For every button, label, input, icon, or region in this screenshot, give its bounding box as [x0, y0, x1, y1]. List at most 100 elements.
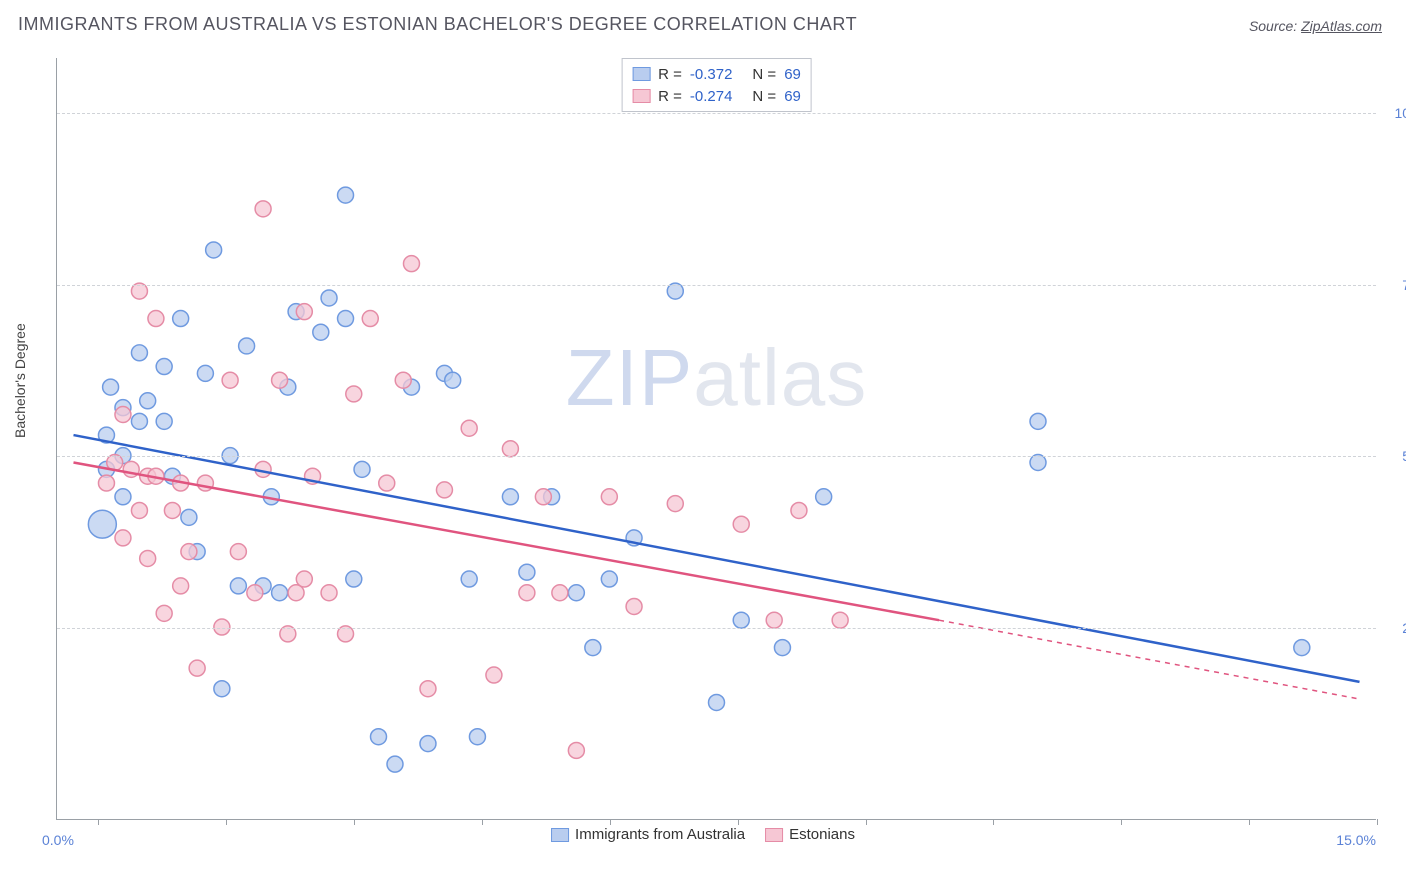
data-point[interactable] — [816, 489, 832, 505]
chart-container: IMMIGRANTS FROM AUSTRALIA VS ESTONIAN BA… — [0, 0, 1406, 892]
data-point[interactable] — [173, 578, 189, 594]
data-point[interactable] — [296, 304, 312, 320]
data-point[interactable] — [395, 372, 411, 388]
data-point[interactable] — [131, 413, 147, 429]
data-point[interactable] — [445, 372, 461, 388]
legend-n-value: 69 — [784, 66, 801, 83]
data-point[interactable] — [247, 585, 263, 601]
data-point[interactable] — [733, 612, 749, 628]
legend-r-label: R = — [658, 66, 682, 83]
legend-swatch — [632, 67, 650, 81]
data-point[interactable] — [601, 489, 617, 505]
data-point[interactable] — [371, 729, 387, 745]
legend-r-label: R = — [658, 88, 682, 105]
data-point[interactable] — [131, 345, 147, 361]
data-point[interactable] — [667, 496, 683, 512]
x-tick-mark — [866, 819, 867, 825]
data-point[interactable] — [255, 201, 271, 217]
data-point[interactable] — [230, 544, 246, 560]
data-point[interactable] — [535, 489, 551, 505]
data-point[interactable] — [346, 571, 362, 587]
data-point[interactable] — [164, 502, 180, 518]
data-point[interactable] — [436, 482, 452, 498]
data-point[interactable] — [140, 393, 156, 409]
y-tick-label: 25.0% — [1402, 620, 1406, 636]
data-point[interactable] — [321, 585, 337, 601]
y-tick-label: 50.0% — [1402, 448, 1406, 464]
source-link[interactable]: ZipAtlas.com — [1301, 18, 1382, 34]
data-point[interactable] — [140, 550, 156, 566]
data-point[interactable] — [568, 742, 584, 758]
data-point[interactable] — [131, 502, 147, 518]
data-point[interactable] — [832, 612, 848, 628]
legend-n-label: N = — [752, 66, 776, 83]
data-point[interactable] — [346, 386, 362, 402]
data-point[interactable] — [354, 461, 370, 477]
data-point[interactable] — [173, 311, 189, 327]
data-point[interactable] — [115, 530, 131, 546]
data-point[interactable] — [486, 667, 502, 683]
data-point[interactable] — [98, 475, 114, 491]
data-point[interactable] — [733, 516, 749, 532]
data-point[interactable] — [156, 359, 172, 375]
trend-line — [73, 435, 1359, 682]
data-point[interactable] — [519, 585, 535, 601]
data-point[interactable] — [791, 502, 807, 518]
data-point[interactable] — [387, 756, 403, 772]
data-point[interactable] — [115, 489, 131, 505]
data-point[interactable] — [313, 324, 329, 340]
data-point[interactable] — [585, 640, 601, 656]
data-point[interactable] — [272, 372, 288, 388]
data-point[interactable] — [296, 571, 312, 587]
data-point[interactable] — [197, 365, 213, 381]
data-point[interactable] — [148, 311, 164, 327]
data-point[interactable] — [321, 290, 337, 306]
data-point[interactable] — [469, 729, 485, 745]
data-point[interactable] — [230, 578, 246, 594]
gridline — [57, 628, 1376, 629]
data-point[interactable] — [103, 379, 119, 395]
data-point[interactable] — [601, 571, 617, 587]
data-point[interactable] — [461, 571, 477, 587]
data-point[interactable] — [214, 681, 230, 697]
data-point[interactable] — [115, 407, 131, 423]
data-point[interactable] — [189, 660, 205, 676]
data-point[interactable] — [502, 489, 518, 505]
data-point[interactable] — [156, 413, 172, 429]
data-point[interactable] — [568, 585, 584, 601]
legend-swatch — [551, 828, 569, 842]
data-point[interactable] — [181, 509, 197, 525]
data-point[interactable] — [552, 585, 568, 601]
data-point[interactable] — [461, 420, 477, 436]
data-point[interactable] — [519, 564, 535, 580]
data-point[interactable] — [766, 612, 782, 628]
data-point[interactable] — [88, 510, 116, 538]
data-point[interactable] — [502, 441, 518, 457]
data-point[interactable] — [379, 475, 395, 491]
x-tick-mark — [226, 819, 227, 825]
data-point[interactable] — [420, 736, 436, 752]
data-point[interactable] — [272, 585, 288, 601]
trend-line — [73, 462, 939, 620]
x-tick-mark — [993, 819, 994, 825]
data-point[interactable] — [206, 242, 222, 258]
chart-title: IMMIGRANTS FROM AUSTRALIA VS ESTONIAN BA… — [18, 14, 857, 35]
data-point[interactable] — [1294, 640, 1310, 656]
data-point[interactable] — [181, 544, 197, 560]
x-tick-mark — [98, 819, 99, 825]
data-point[interactable] — [239, 338, 255, 354]
data-point[interactable] — [338, 311, 354, 327]
legend-n-value: 69 — [784, 88, 801, 105]
data-point[interactable] — [1030, 413, 1046, 429]
data-point[interactable] — [774, 640, 790, 656]
data-point[interactable] — [403, 256, 419, 272]
data-point[interactable] — [222, 372, 238, 388]
data-point[interactable] — [709, 694, 725, 710]
trend-line-extrapolated — [939, 620, 1359, 699]
data-point[interactable] — [420, 681, 436, 697]
data-point[interactable] — [156, 605, 172, 621]
x-tick-mark — [354, 819, 355, 825]
data-point[interactable] — [338, 187, 354, 203]
data-point[interactable] — [626, 598, 642, 614]
data-point[interactable] — [362, 311, 378, 327]
